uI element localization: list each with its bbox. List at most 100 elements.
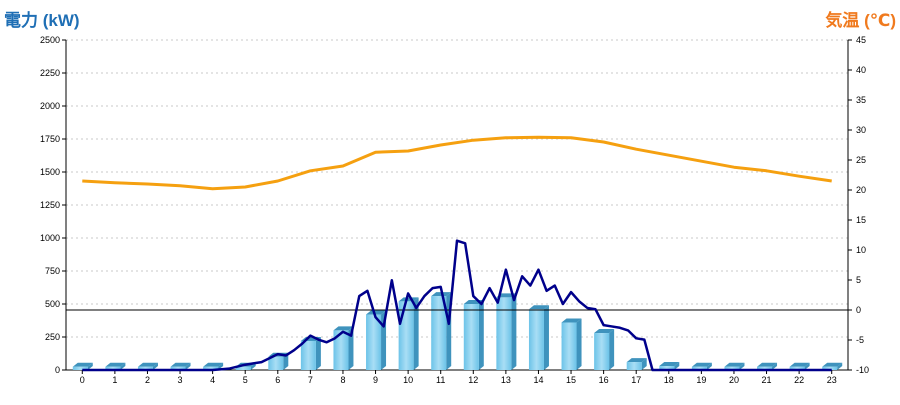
bar-top — [333, 326, 354, 331]
x-tick-label: 1 — [112, 375, 117, 385]
bar — [235, 366, 251, 370]
right-tick-label: 20 — [856, 185, 866, 195]
x-tick-label: 7 — [308, 375, 313, 385]
x-tick-label: 9 — [373, 375, 378, 385]
bar-side — [348, 326, 354, 370]
left-tick-label: 250 — [45, 332, 60, 342]
left-tick-label: 1250 — [40, 200, 60, 210]
bar-side — [413, 297, 419, 370]
left-tick-label: 750 — [45, 266, 60, 276]
bar-top — [724, 362, 745, 367]
left-tick-label: 2500 — [40, 35, 60, 45]
bar — [333, 330, 349, 370]
right-tick-label: 30 — [856, 125, 866, 135]
left-axis-title: 電力 (kW) — [4, 11, 80, 30]
right-tick-label: 10 — [856, 245, 866, 255]
bar-side — [674, 362, 680, 370]
bar — [496, 297, 512, 370]
x-tick-label: 17 — [631, 375, 641, 385]
bar-side — [739, 362, 745, 370]
x-tick-label: 21 — [762, 375, 772, 385]
left-tick-label: 0 — [55, 365, 60, 375]
bar-top — [366, 310, 387, 315]
x-tick-label: 23 — [827, 375, 837, 385]
right-tick-label: 45 — [856, 35, 866, 45]
bar — [203, 366, 219, 370]
bar-side — [478, 300, 484, 370]
bar — [757, 366, 773, 370]
bar — [528, 309, 544, 370]
bar-side — [283, 352, 289, 370]
bar — [170, 366, 186, 370]
bar — [300, 340, 316, 370]
x-tick-label: 13 — [501, 375, 511, 385]
x-tick-label: 0 — [80, 375, 85, 385]
bar-side — [641, 358, 647, 370]
x-tick-label: 19 — [696, 375, 706, 385]
bar-side — [218, 362, 224, 370]
left-tick-label: 1000 — [40, 233, 60, 243]
bar — [268, 356, 284, 370]
power-line — [82, 239, 832, 372]
right-tick-label: -10 — [856, 365, 869, 375]
bar-top — [757, 362, 778, 367]
bar-top — [72, 362, 93, 367]
bar-side — [120, 362, 126, 370]
right-tick-label: 40 — [856, 65, 866, 75]
x-tick-label: 15 — [566, 375, 576, 385]
bar — [561, 322, 577, 370]
bar-top — [170, 362, 191, 367]
bar — [724, 366, 740, 370]
left-tick-label: 2000 — [40, 101, 60, 111]
x-tick-label: 11 — [436, 375, 445, 385]
bar-top — [398, 297, 419, 302]
bar-side — [837, 362, 843, 370]
bar-top — [105, 362, 126, 367]
right-axis-title: 気温 (℃) — [825, 11, 896, 30]
bar — [822, 366, 838, 370]
bar-side — [511, 293, 517, 370]
x-tick-label: 10 — [403, 375, 413, 385]
bar-side — [706, 362, 712, 370]
bar-side — [87, 362, 93, 370]
x-tick-label: 8 — [340, 375, 345, 385]
bar-side — [152, 362, 158, 370]
left-tick-label: 1750 — [40, 134, 60, 144]
bar-top — [561, 318, 582, 323]
bar — [626, 362, 642, 370]
bar-side — [804, 362, 810, 370]
x-tick-label: 6 — [275, 375, 280, 385]
right-tick-label: 0 — [856, 305, 861, 315]
bar — [137, 366, 153, 370]
bar — [659, 366, 675, 370]
bar-top — [137, 362, 158, 367]
bar-side — [185, 362, 191, 370]
right-tick-label: 35 — [856, 95, 866, 105]
x-tick-label: 16 — [599, 375, 609, 385]
right-tick-label: 25 — [856, 155, 866, 165]
bar-top — [528, 305, 549, 310]
bar — [431, 296, 447, 370]
x-tick-label: 4 — [210, 375, 215, 385]
x-tick-label: 2 — [145, 375, 150, 385]
bar-side — [250, 362, 256, 370]
bar — [691, 366, 707, 370]
x-tick-label: 3 — [178, 375, 183, 385]
x-tick-label: 18 — [664, 375, 674, 385]
x-tick-label: 22 — [794, 375, 804, 385]
bar-side — [543, 305, 549, 370]
bar-side — [609, 329, 615, 370]
left-tick-label: 1500 — [40, 167, 60, 177]
bar-top — [659, 362, 680, 367]
x-tick-label: 5 — [243, 375, 248, 385]
bar-top — [626, 358, 647, 363]
bar-top — [594, 329, 615, 334]
right-tick-label: 5 — [856, 275, 861, 285]
bar — [594, 333, 610, 370]
bar-top — [789, 362, 810, 367]
left-tick-label: 2250 — [40, 68, 60, 78]
bar-top — [691, 362, 712, 367]
bar-side — [576, 318, 582, 370]
bar-top — [203, 362, 224, 367]
